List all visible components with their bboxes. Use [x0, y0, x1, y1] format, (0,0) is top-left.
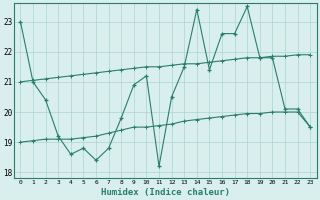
X-axis label: Humidex (Indice chaleur): Humidex (Indice chaleur): [101, 188, 230, 197]
